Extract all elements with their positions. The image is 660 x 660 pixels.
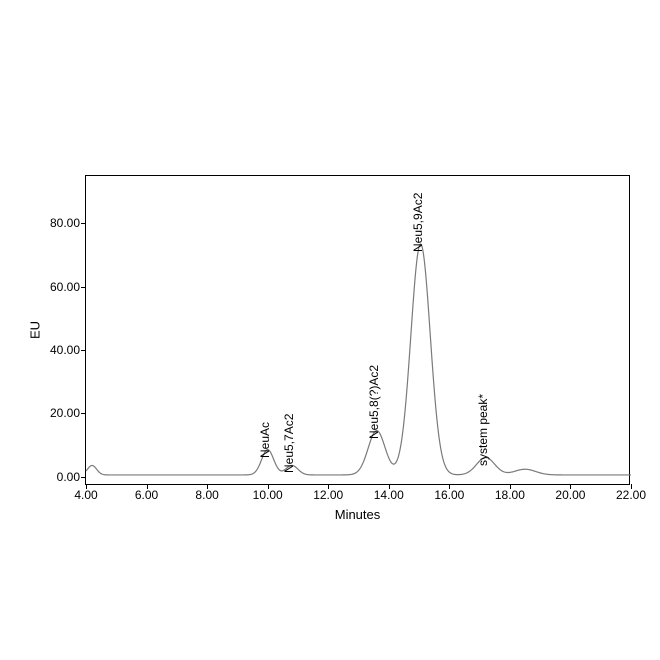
chart-container: 0.00 20.00 40.00 60.00 80.00 4.00 6.00 8.00 10.0…	[0, 0, 660, 660]
chromatogram-trace	[86, 176, 631, 486]
x-tick-label: 14.00	[374, 484, 404, 502]
x-tick-label: 20.00	[555, 484, 585, 502]
x-tick-label: 18.00	[495, 484, 525, 502]
x-axis-title: Minutes	[335, 507, 381, 522]
peak-label: system peak*	[476, 393, 490, 465]
y-tick-label: 40.00	[50, 343, 86, 357]
y-axis-title: EU	[28, 321, 43, 339]
x-tick-label: 10.00	[253, 484, 283, 502]
trace-line	[86, 244, 631, 475]
x-tick-label: 4.00	[74, 484, 97, 502]
y-tick-label: 60.00	[50, 280, 86, 294]
peak-label: Neu5,8(?)Ac2	[367, 365, 381, 439]
plot-area: 0.0020.0040.0060.0080.004.006.008.0010.0…	[85, 175, 630, 485]
x-tick-label: 22.00	[616, 484, 646, 502]
peak-label: NeuAc	[258, 422, 272, 458]
peak-label: Neu5,7Ac2	[282, 414, 296, 473]
y-tick-label: 20.00	[50, 406, 86, 420]
x-tick-label: 12.00	[313, 484, 343, 502]
x-tick-label: 8.00	[195, 484, 218, 502]
x-tick-label: 16.00	[434, 484, 464, 502]
y-tick-label: 0.00	[57, 470, 86, 484]
peak-label: Neu5,9Ac2	[411, 193, 425, 252]
y-tick-label: 80.00	[50, 216, 86, 230]
x-tick-label: 6.00	[135, 484, 158, 502]
